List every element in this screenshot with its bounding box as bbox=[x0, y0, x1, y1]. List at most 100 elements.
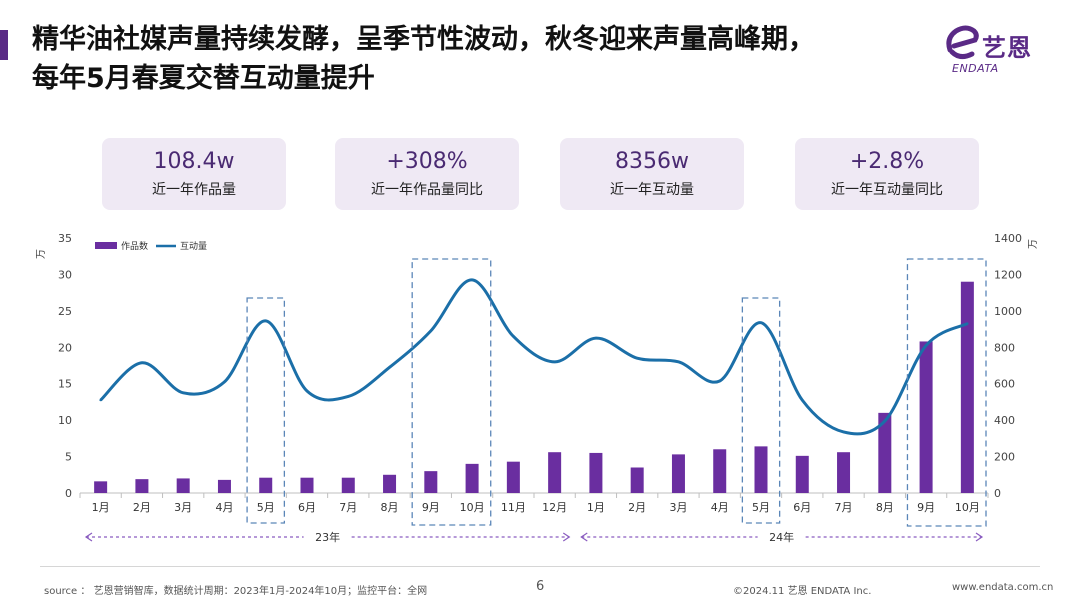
line-point-interactions bbox=[759, 321, 763, 324]
line-point-interactions bbox=[677, 360, 680, 364]
legend-label-works: 作品数 bbox=[121, 240, 148, 252]
line-point-interactions bbox=[553, 360, 556, 364]
line-point-interactions bbox=[718, 379, 721, 383]
line-point-interactions bbox=[842, 430, 845, 434]
bar-works bbox=[630, 467, 644, 493]
kpi-value: 8356w bbox=[615, 149, 689, 174]
line-point-interactions bbox=[924, 344, 928, 347]
bar-works bbox=[878, 412, 892, 493]
kpi-card-interactions-yoy: +2.8% 近一年互动量同比 bbox=[795, 138, 979, 210]
y-left-tick-label: 35 bbox=[58, 232, 72, 245]
y-right-tick-label: 600 bbox=[994, 378, 1015, 391]
bar-works bbox=[919, 341, 933, 493]
page-title-line-2: 每年5月春夏交替互动量提升 bbox=[32, 63, 375, 94]
bar-works bbox=[671, 454, 685, 493]
x-tick-label: 9月 bbox=[422, 501, 440, 514]
y-right-tick-label: 400 bbox=[994, 414, 1015, 427]
bar-works bbox=[837, 452, 851, 493]
footer-source: source ： 艺恩营销智库，数据统计周期：2023年1月-2024年10月；… bbox=[44, 586, 428, 597]
kpi-card-works: 108.4w 近一年作品量 bbox=[102, 138, 286, 210]
x-tick-label: 2月 bbox=[133, 501, 151, 514]
kpi-value: 108.4w bbox=[153, 149, 235, 174]
footer-copyright: ©2024.11 艺恩 ENDATA Inc. bbox=[733, 586, 872, 597]
x-tick-label: 7月 bbox=[835, 501, 853, 514]
bar-works bbox=[548, 452, 562, 493]
highlight-box bbox=[411, 258, 492, 526]
year-span-arrow-right bbox=[562, 532, 571, 542]
line-point-interactions bbox=[429, 329, 433, 333]
line-point-interactions bbox=[966, 322, 969, 325]
legend-label-interactions: 互动量 bbox=[180, 241, 207, 252]
x-tick-label: 1月 bbox=[587, 501, 605, 514]
highlight-box bbox=[246, 297, 286, 524]
line-point-interactions bbox=[801, 398, 804, 402]
line-point-interactions bbox=[635, 357, 639, 360]
y-left-tick-label: 0 bbox=[65, 487, 72, 500]
line-interactions bbox=[99, 278, 969, 436]
x-tick-label: 2月 bbox=[628, 501, 646, 514]
bar-works bbox=[300, 477, 314, 493]
y-left-tick-label: 10 bbox=[58, 414, 72, 427]
x-tick-label: 8月 bbox=[381, 501, 399, 514]
title-accent-bar bbox=[0, 30, 8, 60]
y-right-tick-label: 1200 bbox=[994, 268, 1022, 281]
bar-works bbox=[754, 446, 768, 493]
y-right-tick-label: 800 bbox=[994, 341, 1015, 354]
x-tick-label: 9月 bbox=[917, 501, 935, 514]
x-tick-label: 10月 bbox=[955, 501, 980, 514]
bar-works bbox=[506, 461, 520, 493]
bar-works bbox=[135, 479, 149, 493]
x-tick-label: 10月 bbox=[460, 501, 485, 514]
y-left-tick-label: 5 bbox=[65, 451, 72, 464]
kpi-value: +308% bbox=[386, 149, 468, 174]
year-group-label: 23年 bbox=[315, 530, 340, 544]
x-tick-label: 4月 bbox=[711, 501, 729, 514]
x-tick-label: 6月 bbox=[793, 501, 811, 514]
line-point-interactions bbox=[347, 395, 350, 398]
y-left-unit: 万 bbox=[36, 249, 47, 259]
footer-divider bbox=[40, 566, 1040, 567]
bar-works bbox=[960, 281, 974, 493]
x-tick-label: 3月 bbox=[669, 501, 687, 514]
y-left-tick-label: 15 bbox=[58, 378, 72, 391]
x-tick-label: 6月 bbox=[298, 501, 316, 514]
kpi-card-works-yoy: +308% 近一年作品量同比 bbox=[335, 138, 519, 210]
bar-works bbox=[94, 481, 108, 493]
legend-swatch-works bbox=[95, 242, 117, 249]
kpi-label: 近一年作品量 bbox=[152, 182, 236, 198]
y-left-tick-label: 30 bbox=[58, 268, 72, 281]
endata-logo: 艺恩 ENDATA bbox=[942, 22, 1052, 78]
x-tick-label: 12月 bbox=[542, 501, 567, 514]
year-span-arrow-right bbox=[975, 532, 984, 542]
bar-works bbox=[795, 455, 809, 493]
page-number: 6 bbox=[536, 579, 545, 594]
x-tick-label: 1月 bbox=[92, 501, 110, 514]
line-point-interactions bbox=[305, 389, 309, 393]
bar-works bbox=[383, 474, 397, 493]
line-point-interactions bbox=[140, 361, 144, 364]
line-point-interactions bbox=[388, 366, 391, 369]
line-point-interactions bbox=[181, 391, 185, 395]
bar-works bbox=[341, 477, 355, 493]
kpi-value: +2.8% bbox=[849, 149, 925, 174]
x-tick-label: 5月 bbox=[752, 501, 770, 514]
line-point-interactions bbox=[99, 398, 102, 402]
bar-works bbox=[424, 471, 438, 493]
line-point-interactions bbox=[264, 319, 267, 323]
kpi-label: 近一年作品量同比 bbox=[371, 182, 483, 198]
y-left-tick-label: 20 bbox=[58, 341, 72, 354]
logo-chinese-name: 艺恩 bbox=[982, 34, 1032, 62]
line-point-interactions bbox=[512, 335, 515, 338]
year-group-label: 24年 bbox=[769, 530, 794, 544]
y-right-unit: 万 bbox=[1028, 239, 1039, 249]
bar-works bbox=[217, 479, 231, 493]
y-right-tick-label: 1400 bbox=[994, 232, 1022, 245]
y-right-tick-label: 1000 bbox=[994, 305, 1022, 318]
footer-url: www.endata.com.cn bbox=[952, 582, 1054, 593]
line-point-interactions bbox=[883, 419, 887, 423]
highlight-box bbox=[741, 297, 781, 524]
works-interaction-combo-chart: 0 5 10 15 20 25 30 35 0 200 400 600 800 1000 1200 1400 万… bbox=[36, 232, 1039, 544]
e-logo-icon bbox=[946, 25, 979, 60]
year-span-arrow-left bbox=[580, 532, 588, 542]
page-title-line-1: 精华油社媒声量持续发酵，呈季节性波动，秋冬迎来声量高峰期， bbox=[32, 24, 815, 55]
